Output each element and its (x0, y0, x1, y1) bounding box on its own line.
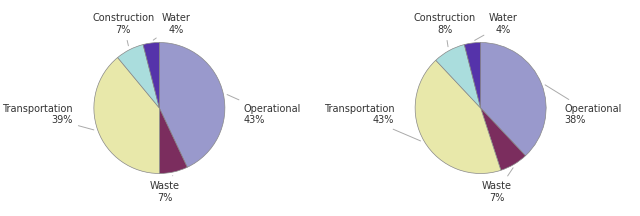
Wedge shape (481, 43, 546, 156)
Wedge shape (436, 44, 481, 108)
Wedge shape (415, 60, 501, 173)
Wedge shape (159, 43, 225, 167)
Wedge shape (118, 44, 159, 108)
Text: Operational
38%: Operational 38% (545, 85, 622, 125)
Text: Waste
7%: Waste 7% (482, 168, 513, 203)
Text: Operational
43%: Operational 43% (227, 95, 301, 125)
Wedge shape (159, 108, 188, 173)
Wedge shape (481, 108, 525, 170)
Text: Waste
7%: Waste 7% (150, 176, 180, 203)
Text: Transportation
39%: Transportation 39% (3, 104, 94, 130)
Text: Water
4%: Water 4% (153, 13, 190, 40)
Text: Transportation
43%: Transportation 43% (324, 104, 420, 141)
Text: Construction
7%: Construction 7% (92, 13, 154, 46)
Wedge shape (143, 43, 159, 108)
Wedge shape (465, 43, 481, 108)
Text: Construction
8%: Construction 8% (413, 13, 476, 47)
Wedge shape (94, 57, 159, 173)
Text: Water
4%: Water 4% (475, 13, 518, 40)
